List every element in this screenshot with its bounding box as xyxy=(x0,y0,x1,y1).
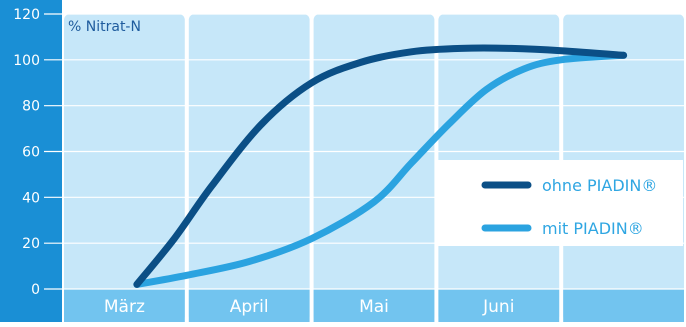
legend-label-ohne-piadin: ohne PIADIN® xyxy=(542,176,657,195)
x-category-band xyxy=(188,289,310,322)
x-tick-label: April xyxy=(230,297,269,317)
column-panel xyxy=(188,14,310,322)
y-tick-label: 20 xyxy=(22,236,40,252)
series-line-mit-piadin xyxy=(133,51,628,288)
x-category-band xyxy=(438,289,560,322)
y-tick-label: 40 xyxy=(22,190,40,206)
series-line-ohne-piadin xyxy=(133,44,628,288)
x-tick-label: Juni xyxy=(482,297,514,317)
x-category-band xyxy=(313,289,435,322)
legend: ohne PIADIN® mit PIADIN® xyxy=(437,160,683,246)
y-tick-label: 60 xyxy=(22,145,40,161)
x-tick-label: Mai xyxy=(359,297,389,317)
y-tick-label: 100 xyxy=(13,53,40,69)
x-category-band xyxy=(64,289,185,322)
y-axis-label: % Nitrat-N xyxy=(68,19,141,35)
column-panel xyxy=(313,14,435,322)
x-tick-label: März xyxy=(104,297,145,317)
y-tick-label: 120 xyxy=(13,7,40,23)
y-tick-label: 80 xyxy=(22,99,40,115)
legend-box xyxy=(437,160,683,246)
column-panel xyxy=(64,14,185,322)
legend-label-mit-piadin: mit PIADIN® xyxy=(542,219,644,238)
series-lines xyxy=(133,44,628,288)
x-category-band xyxy=(563,289,684,322)
x-axis-ticks: März April Mai Juni xyxy=(104,297,515,317)
y-axis-strip xyxy=(0,0,62,322)
y-tick-label: 0 xyxy=(31,282,40,298)
